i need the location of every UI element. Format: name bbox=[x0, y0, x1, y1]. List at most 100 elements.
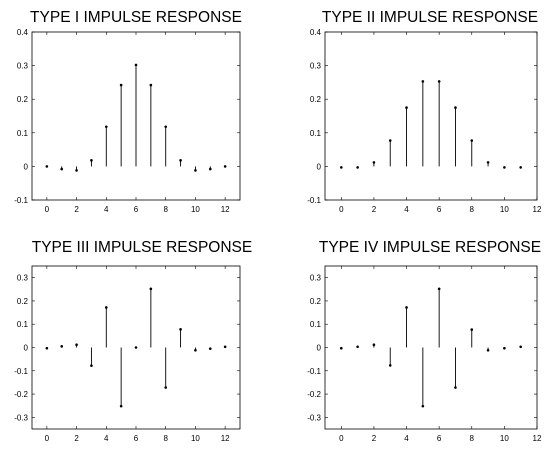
y-tick-label: -0.1 bbox=[307, 196, 321, 205]
x-tick-label: 0 bbox=[339, 205, 344, 214]
x-tick-label: 2 bbox=[372, 205, 377, 214]
y-tick-label: 0.1 bbox=[310, 320, 322, 329]
y-tick-label: -0.3 bbox=[14, 413, 28, 422]
panel-title: TYPE I IMPULSE RESPONSE bbox=[30, 9, 242, 26]
stem-marker bbox=[421, 80, 425, 83]
y-tick-label: 0.2 bbox=[17, 95, 29, 104]
x-tick-label: 4 bbox=[404, 434, 409, 443]
panel-title: TYPE II IMPULSE RESPONSE bbox=[322, 9, 538, 26]
y-tick-label: 0.3 bbox=[17, 62, 29, 71]
axes-box bbox=[324, 31, 538, 201]
x-tick-label: 0 bbox=[45, 434, 50, 443]
stem-marker bbox=[372, 343, 376, 347]
stem-marker bbox=[164, 386, 168, 389]
panel-3: TYPE III IMPULSE RESPONSE 0 2 4 6 8 10 12 -0.3 -0… bbox=[14, 239, 252, 443]
y-tick-label: 0.3 bbox=[310, 62, 322, 71]
stem-marker bbox=[454, 106, 457, 109]
x-tick-label: 12 bbox=[533, 205, 542, 214]
stem-marker bbox=[454, 386, 457, 389]
stem-marker bbox=[104, 306, 108, 309]
stem-marker bbox=[75, 169, 78, 172]
x-tick-label: 12 bbox=[221, 434, 230, 443]
y-tick-label: 0.2 bbox=[17, 297, 29, 306]
panel-title: TYPE IV IMPULSE RESPONSE bbox=[319, 239, 541, 256]
stem-marker bbox=[60, 345, 64, 348]
stem-marker bbox=[119, 83, 123, 87]
panel-title: TYPE III IMPULSE RESPONSE bbox=[32, 239, 253, 256]
x-tick-label: 8 bbox=[470, 205, 475, 214]
stem-marker bbox=[470, 328, 474, 331]
panel-4: TYPE IV IMPULSE RESPONSE 0 2 4 6 8 10 12 -0.3 -0.… bbox=[307, 239, 542, 443]
stem-marker bbox=[45, 165, 49, 168]
stem-marker bbox=[340, 166, 343, 169]
x-tick-label: 0 bbox=[45, 205, 50, 214]
stem-marker bbox=[388, 139, 392, 142]
stem-marker bbox=[104, 125, 108, 129]
y-tick-label: 0.1 bbox=[310, 129, 322, 138]
stem-marker bbox=[405, 306, 408, 309]
stem-marker bbox=[503, 166, 506, 169]
x-tick-label: 12 bbox=[533, 434, 542, 443]
stem-marker bbox=[208, 167, 212, 171]
stem-marker bbox=[519, 166, 522, 169]
x-tick-label: 4 bbox=[404, 205, 409, 214]
y-tick-label: -0.3 bbox=[307, 413, 321, 422]
stem-marker bbox=[356, 345, 359, 349]
stem-marker bbox=[437, 80, 441, 83]
x-tick-label: 8 bbox=[163, 205, 168, 214]
stem-marker bbox=[208, 347, 212, 350]
stem-marker bbox=[90, 159, 93, 162]
stem-marker bbox=[149, 287, 153, 291]
x-tick-label: 2 bbox=[74, 434, 79, 443]
y-tick-label: 0 bbox=[317, 344, 322, 353]
x-tick-label: 0 bbox=[339, 434, 344, 443]
stem-marker bbox=[223, 345, 227, 349]
stem-marker bbox=[60, 167, 64, 171]
y-tick-label: -0.1 bbox=[14, 196, 28, 205]
stem-marker bbox=[486, 348, 490, 352]
stem-marker bbox=[45, 346, 49, 350]
stem-marker bbox=[119, 404, 123, 408]
x-tick-label: 10 bbox=[500, 205, 509, 214]
x-tick-label: 10 bbox=[191, 434, 200, 443]
y-tick-label: 0.4 bbox=[310, 28, 322, 37]
x-tick-label: 6 bbox=[134, 434, 139, 443]
y-tick-label: 0.2 bbox=[310, 297, 322, 306]
x-tick-label: 10 bbox=[500, 434, 509, 443]
x-tick-label: 6 bbox=[437, 434, 442, 443]
y-tick-label: 0 bbox=[24, 344, 29, 353]
stem-marker bbox=[194, 348, 197, 352]
stem-marker bbox=[503, 346, 506, 350]
y-tick-label: 0.1 bbox=[17, 320, 29, 329]
y-tick-label: 0.4 bbox=[17, 28, 29, 37]
panel-2: TYPE II IMPULSE RESPONSE 0 2 4 6 8 10 12 -0.1 0 0.… bbox=[307, 9, 542, 214]
stem-marker bbox=[164, 125, 168, 129]
stem-marker bbox=[179, 328, 182, 331]
stem-marker bbox=[75, 343, 78, 347]
y-tick-label: -0.1 bbox=[307, 367, 321, 376]
y-tick-label: 0.3 bbox=[17, 274, 29, 283]
stem-marker bbox=[486, 161, 490, 164]
x-tick-label: 12 bbox=[221, 205, 230, 214]
stem-marker bbox=[356, 166, 359, 169]
y-tick-label: -0.2 bbox=[307, 390, 321, 399]
stem-marker bbox=[194, 169, 197, 172]
stem-marker bbox=[388, 364, 392, 367]
y-tick-label: 0 bbox=[24, 162, 29, 171]
y-tick-label: 0 bbox=[317, 162, 322, 171]
stem-marker bbox=[179, 159, 182, 162]
stem-marker bbox=[90, 364, 93, 367]
stem-marker bbox=[149, 83, 153, 87]
x-tick-label: 6 bbox=[134, 205, 139, 214]
stem-marker bbox=[134, 346, 138, 349]
stem-marker bbox=[372, 161, 376, 164]
stem-marker bbox=[470, 139, 474, 142]
x-tick-label: 8 bbox=[470, 434, 475, 443]
stem-marker bbox=[134, 63, 138, 67]
panels-group: TYPE I IMPULSE RESPONSE 0 2 4 6 8 10 12 -0.1 0 0.1… bbox=[14, 9, 542, 443]
x-tick-label: 8 bbox=[163, 434, 168, 443]
stem-marker bbox=[405, 106, 408, 109]
x-tick-label: 4 bbox=[104, 205, 109, 214]
y-tick-label: 0.3 bbox=[310, 274, 322, 283]
